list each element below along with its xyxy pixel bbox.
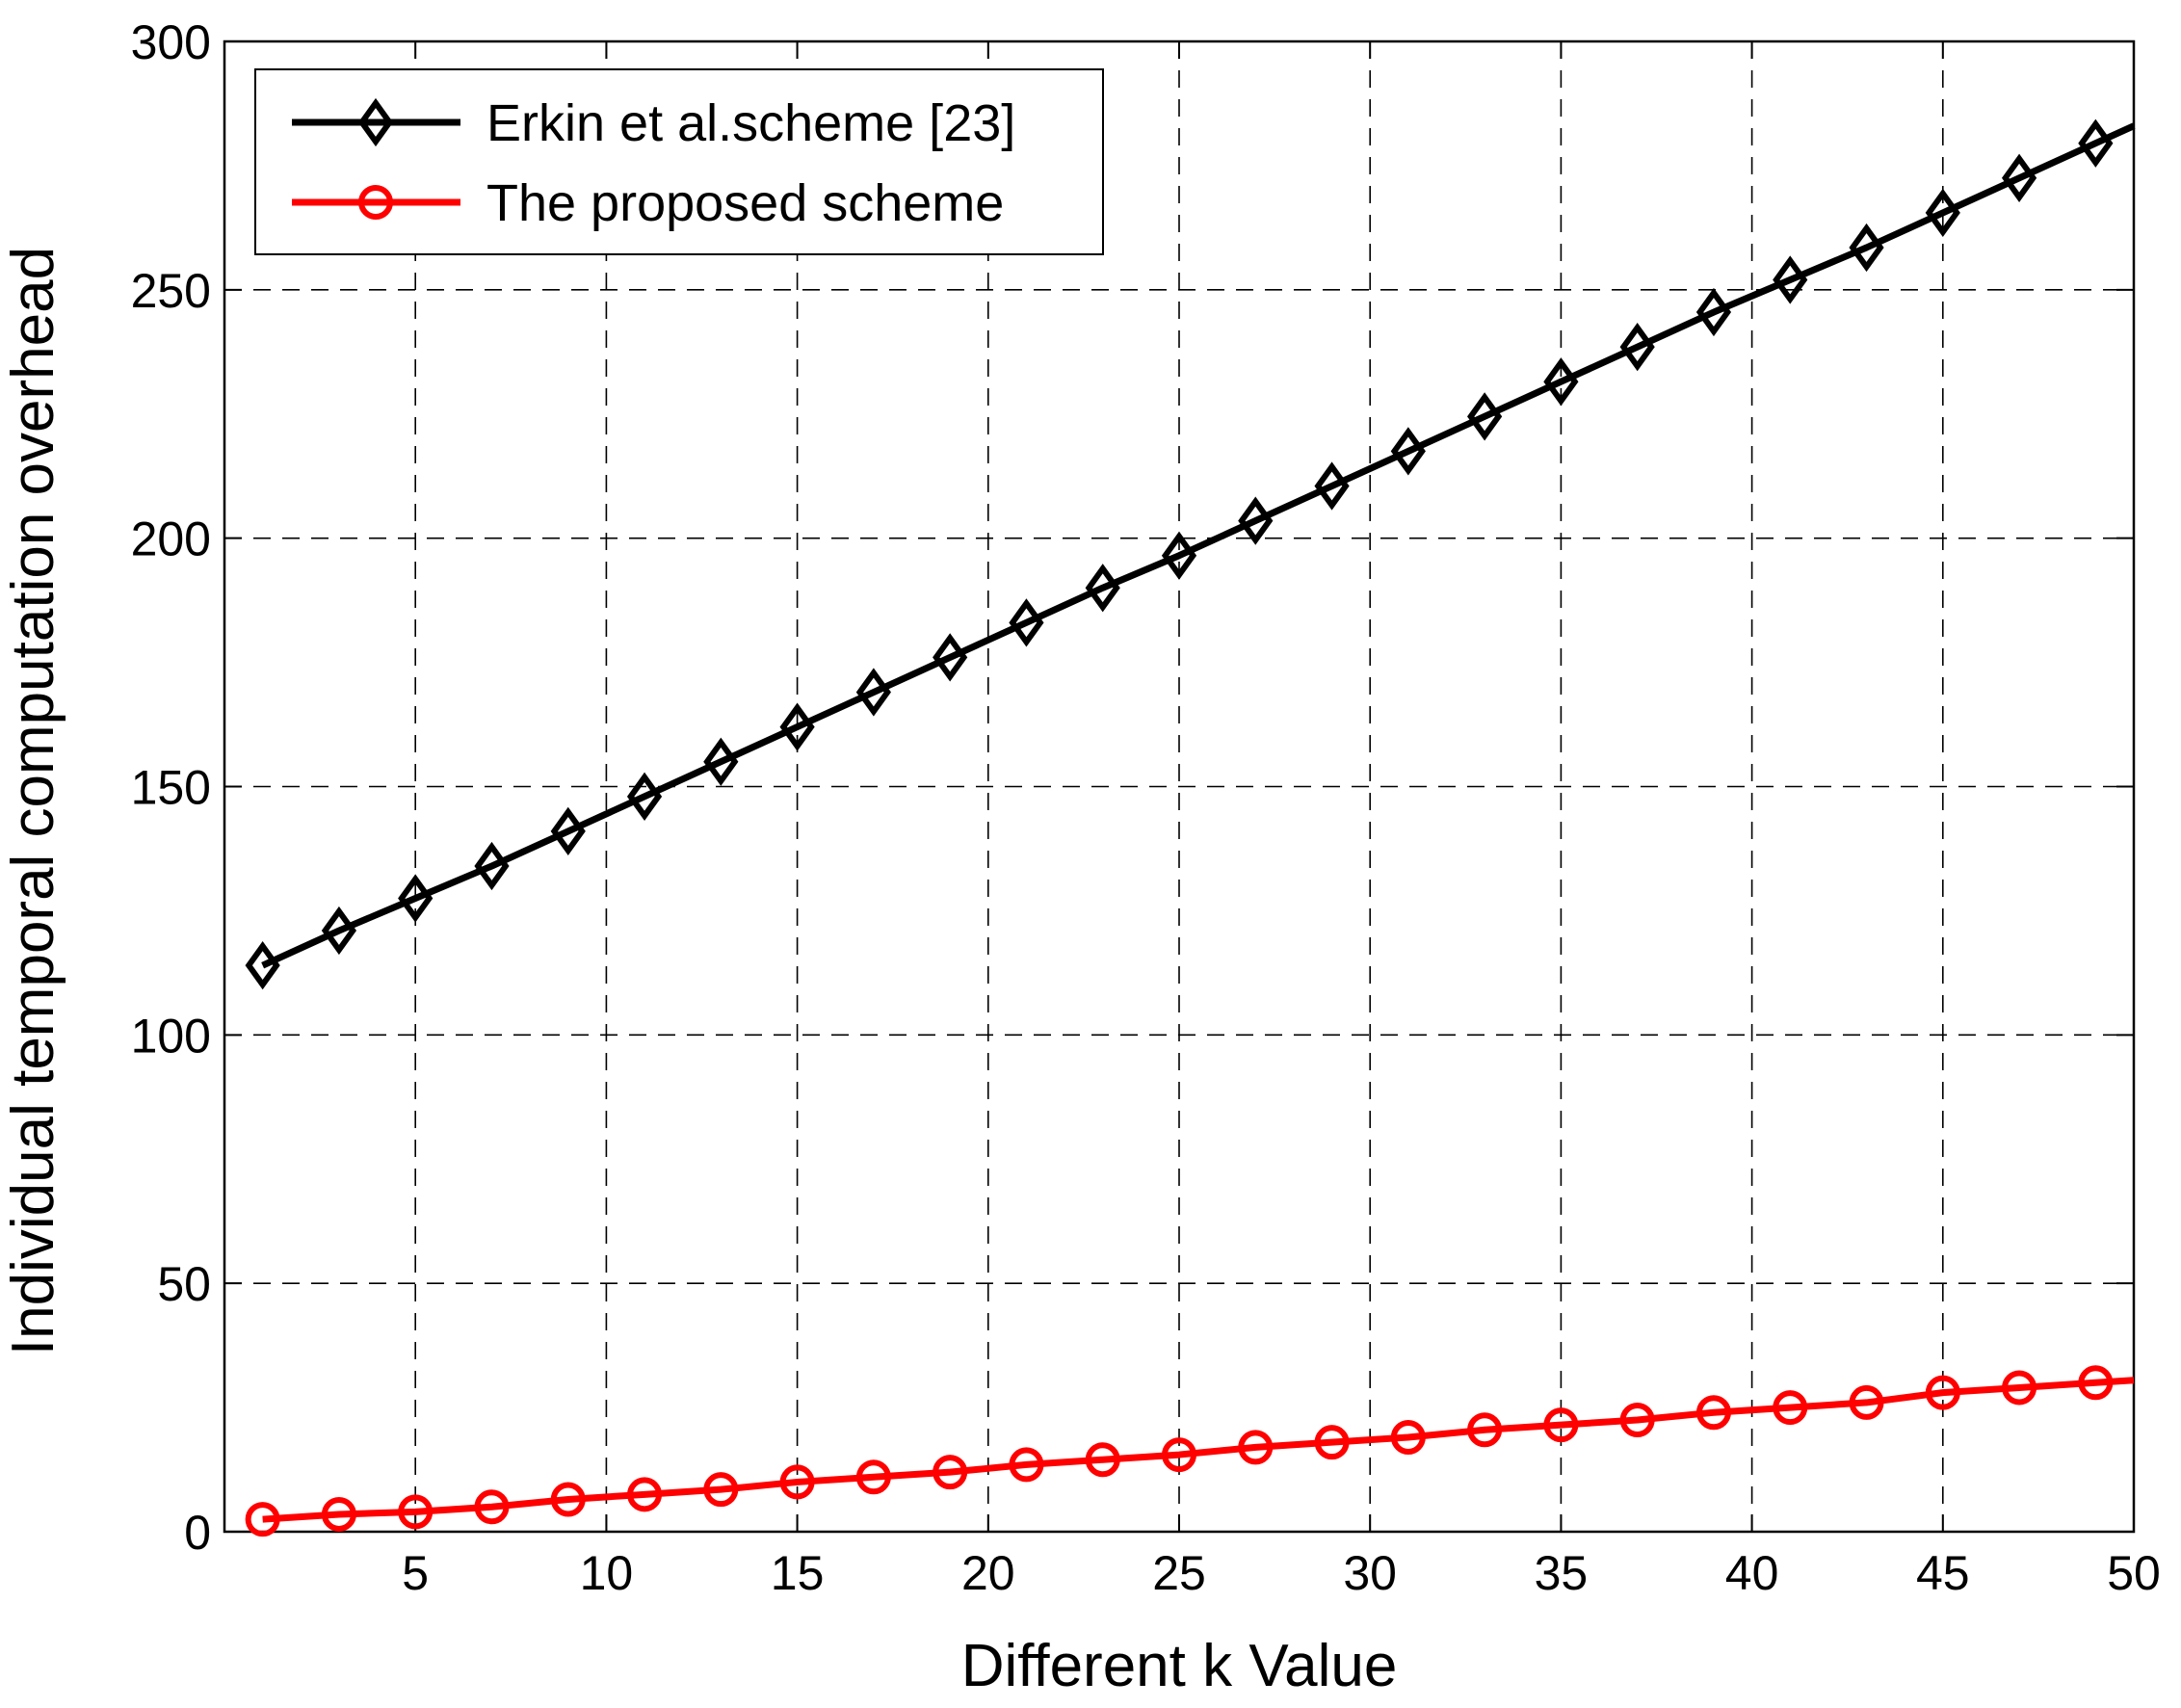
data-point-circle [1849, 1384, 1884, 1420]
data-point-diamond [1390, 427, 1426, 476]
x-tick-label: 20 [961, 1546, 1015, 1600]
data-point-diamond [550, 806, 586, 856]
legend-marker-circle [358, 185, 393, 220]
data-point-circle [1085, 1442, 1120, 1478]
data-point-diamond [1695, 287, 1732, 337]
x-tick-label: 40 [1725, 1546, 1779, 1600]
y-tick-label: 300 [131, 15, 211, 69]
data-point-circle [1619, 1402, 1655, 1437]
x-tick-label: 30 [1343, 1546, 1397, 1600]
y-tick-label: 0 [184, 1506, 211, 1560]
y-tick-label: 100 [131, 1009, 211, 1063]
legend-entry-erkin: Erkin et al.scheme [23] [292, 94, 1015, 152]
legend-box [254, 68, 1104, 255]
data-point-diamond [1009, 598, 1044, 647]
legend: Erkin et al.scheme [23] The proposed sch… [254, 68, 1104, 255]
data-point-circle [1314, 1425, 1350, 1460]
data-point-circle [1467, 1412, 1503, 1448]
x-tick-label: 50 [2107, 1546, 2161, 1600]
data-point-circle [321, 1496, 356, 1532]
x-axis-label: Different k Value [961, 1633, 1398, 1699]
data-point-diamond [474, 841, 510, 891]
data-point-diamond [1543, 357, 1579, 407]
data-point-circle [474, 1489, 510, 1525]
data-point-diamond [321, 906, 357, 956]
legend-entry-proposed: The proposed scheme [292, 174, 1004, 232]
axis-ticks: 5 10 15 20 25 30 35 40 45 50 0 50 100 150 200 250 300 [131, 15, 2161, 1600]
data-point-circle [1238, 1430, 1274, 1465]
data-point-circle [398, 1494, 434, 1530]
series-erkin [245, 118, 2136, 990]
data-point-diamond [1849, 223, 1884, 273]
data-point-circle [550, 1482, 586, 1517]
data-point-diamond [855, 668, 891, 717]
data-point-diamond [626, 772, 663, 821]
data-point-circle [245, 1502, 280, 1537]
data-point-diamond [2001, 153, 2037, 202]
data-point-diamond [1619, 323, 1655, 372]
series-layer [245, 118, 2136, 1537]
data-point-circle [2078, 1365, 2114, 1401]
data-point-diamond [1467, 392, 1503, 441]
x-tick-label: 10 [580, 1546, 634, 1600]
x-tick-label: 35 [1535, 1546, 1589, 1600]
data-point-circle [933, 1455, 968, 1490]
data-point-circle [1009, 1447, 1044, 1483]
data-point-diamond [703, 737, 739, 786]
data-point-circle [1162, 1437, 1196, 1473]
legend-marker [357, 97, 394, 147]
data-point-diamond [2078, 118, 2114, 168]
grid-lines [224, 41, 2134, 1532]
data-point-diamond [933, 633, 968, 682]
data-point-diamond [1925, 188, 1960, 238]
data-point-circle [1773, 1390, 1808, 1426]
data-point-circle [627, 1477, 663, 1512]
y-tick-label: 200 [131, 512, 211, 566]
y-tick-label: 150 [131, 761, 211, 815]
data-point-diamond [1161, 531, 1197, 580]
data-point-diamond [245, 941, 280, 990]
series-proposed [245, 1365, 2135, 1537]
data-point-circle [2002, 1370, 2037, 1406]
legend-marker [358, 185, 393, 220]
legend-label-erkin: Erkin et al.scheme [23] [486, 94, 1015, 152]
data-point-diamond [1085, 564, 1120, 613]
data-point-circle [1543, 1407, 1579, 1443]
data-point-circle [1925, 1375, 1960, 1410]
data-point-circle [1695, 1395, 1731, 1431]
data-point-diamond [1238, 496, 1274, 545]
data-point-diamond [1773, 255, 1808, 304]
x-tick-label: 45 [1916, 1546, 1970, 1600]
x-tick-label: 5 [402, 1546, 429, 1600]
data-point-circle [779, 1464, 815, 1500]
legend-marker-diamond [357, 97, 394, 147]
legend-label-proposed: The proposed scheme [486, 174, 1004, 232]
data-point-circle [1390, 1420, 1426, 1456]
data-point-diamond [779, 702, 815, 751]
data-point-diamond [398, 874, 434, 923]
data-point-circle [703, 1472, 739, 1508]
data-point-diamond [1314, 461, 1350, 511]
y-tick-label: 250 [131, 264, 211, 318]
x-tick-label: 25 [1152, 1546, 1206, 1600]
y-axis-label: Individual temporal computation overhead [0, 247, 66, 1355]
data-point-circle [855, 1459, 891, 1495]
x-tick-label: 15 [771, 1546, 825, 1600]
y-tick-label: 50 [157, 1257, 211, 1311]
